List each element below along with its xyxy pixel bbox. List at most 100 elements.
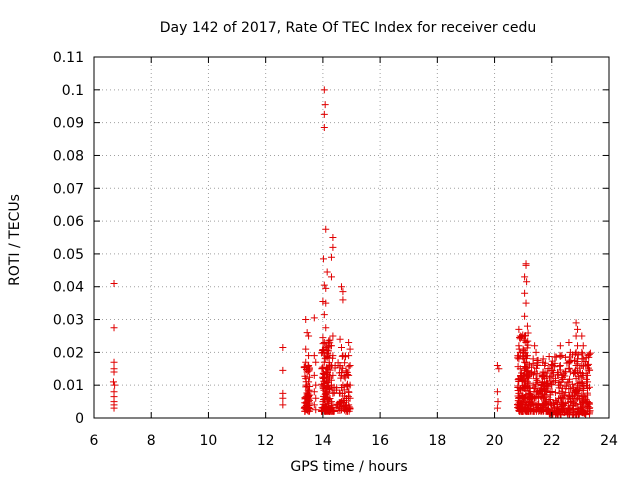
- x-tick-label: 16: [371, 433, 389, 449]
- data-point: [571, 350, 579, 358]
- data-point: [578, 332, 586, 340]
- data-point: [570, 368, 578, 376]
- data-point: [570, 399, 578, 407]
- data-point: [319, 334, 327, 342]
- data-point: [319, 383, 327, 391]
- data-point: [326, 372, 334, 380]
- data-point: [574, 373, 582, 381]
- data-point: [539, 368, 547, 376]
- data-point: [305, 405, 313, 413]
- y-tick-label: 0.03: [53, 313, 84, 329]
- data-point: [526, 388, 534, 396]
- data-point: [567, 394, 575, 402]
- data-point: [551, 363, 559, 371]
- data-point: [310, 314, 318, 322]
- data-point: [320, 86, 328, 94]
- data-point: [279, 366, 287, 374]
- data-point: [530, 371, 538, 379]
- data-point: [579, 407, 587, 415]
- data-point: [524, 329, 532, 337]
- data-point: [331, 362, 339, 370]
- data-point: [337, 406, 345, 414]
- data-point: [323, 364, 331, 372]
- y-tick-label: 0.08: [53, 148, 84, 164]
- x-tick-label: 22: [543, 433, 561, 449]
- data-point: [322, 299, 330, 307]
- data-point: [543, 379, 551, 387]
- data-point: [561, 408, 569, 416]
- data-point: [312, 358, 320, 366]
- data-point: [578, 380, 586, 388]
- y-tick-label: 0.02: [53, 345, 84, 361]
- data-point: [576, 364, 584, 372]
- data-point: [520, 349, 528, 357]
- data-point: [319, 297, 327, 305]
- data-point: [493, 388, 501, 396]
- data-point: [344, 383, 352, 391]
- data-point: [545, 353, 553, 361]
- data-point: [571, 369, 579, 377]
- data-point: [319, 340, 327, 348]
- data-point: [548, 387, 556, 395]
- data-point: [515, 393, 523, 401]
- data-point: [535, 400, 543, 408]
- data-point: [585, 366, 593, 374]
- data-point: [333, 384, 341, 392]
- data-point: [320, 110, 328, 118]
- data-point: [517, 373, 525, 381]
- data-point: [334, 400, 342, 408]
- data-point: [532, 348, 540, 356]
- data-point: [570, 409, 578, 417]
- data-point: [327, 273, 335, 281]
- data-point: [518, 404, 526, 412]
- data-point: [568, 380, 576, 388]
- y-tick-label: 0.06: [53, 214, 84, 230]
- data-point: [320, 124, 328, 132]
- data-point: [323, 349, 331, 357]
- data-point: [516, 335, 524, 343]
- data-point: [339, 288, 347, 296]
- data-point: [559, 374, 566, 382]
- y-tick-labels: 0 0.01 0.02 0.03 0.04 0.05 0.06 0.07 0.08 0.09 0.1…: [53, 50, 84, 427]
- data-point: [321, 355, 329, 363]
- data-point: [515, 325, 523, 333]
- data-point: [546, 374, 554, 382]
- data-point: [574, 351, 582, 359]
- x-tick-label: 8: [147, 433, 156, 449]
- data-point: [578, 399, 586, 407]
- data-point: [574, 405, 582, 413]
- data-point: [521, 312, 529, 320]
- data-point: [302, 345, 310, 353]
- data-point: [548, 357, 556, 365]
- data-point: [518, 400, 526, 408]
- x-tick-label: 24: [600, 433, 618, 449]
- data-point: [320, 311, 328, 319]
- data-point: [578, 403, 586, 411]
- data-point: [523, 322, 531, 330]
- data-point: [303, 383, 311, 391]
- data-point: [336, 399, 344, 407]
- data-point: [279, 394, 287, 402]
- data-point: [520, 376, 528, 384]
- data-point: [110, 358, 118, 366]
- data-point: [522, 261, 530, 269]
- data-point: [518, 369, 526, 377]
- data-point: [279, 401, 287, 409]
- data-point: [582, 375, 590, 383]
- data-point: [533, 361, 541, 369]
- data-point: [323, 395, 331, 403]
- data-point: [329, 243, 337, 251]
- data-point: [326, 366, 334, 374]
- data-point: [549, 362, 557, 370]
- data-point: [551, 374, 559, 382]
- data-point: [578, 369, 586, 377]
- data-point: [553, 371, 561, 379]
- data-point: [574, 325, 582, 333]
- data-point: [565, 405, 573, 413]
- data-point: [514, 383, 522, 391]
- data-point: [494, 398, 502, 406]
- y-tick-label: 0.07: [53, 181, 84, 197]
- data-point: [524, 341, 532, 349]
- data-point: [336, 335, 344, 343]
- x-tick-label: 18: [428, 433, 446, 449]
